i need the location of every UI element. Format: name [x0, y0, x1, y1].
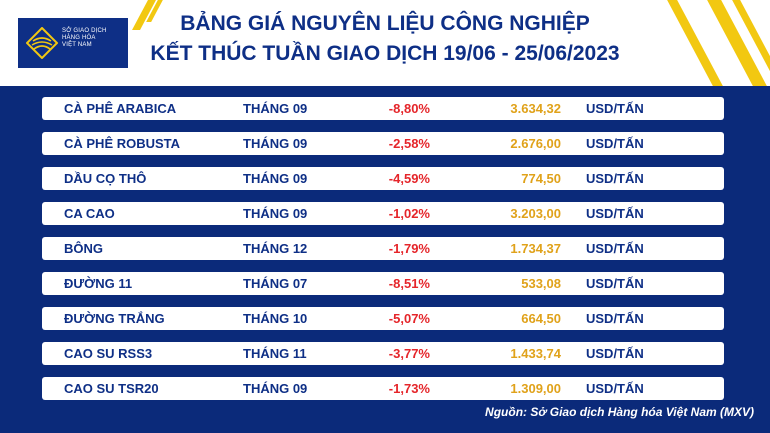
price-value: 3.634,32	[510, 101, 561, 116]
price-change: -1,02%	[388, 206, 430, 221]
contract-month: THÁNG 09	[243, 136, 308, 151]
source-note: Nguồn: Sở Giao dịch Hàng hóa Việt Nam (M…	[485, 405, 754, 419]
table-row: ĐƯỜNG TRẮNG THÁNG 10 -5,07% 664,50 USD/T…	[42, 307, 724, 330]
table-row: CÀ PHÊ ROBUSTA THÁNG 09 -2,58% 2.676,00 …	[42, 132, 724, 155]
logo-line-3: VIỆT NAM	[62, 42, 92, 48]
price-unit: USD/TẤN	[586, 346, 644, 361]
price-change: -8,51%	[388, 276, 430, 291]
contract-month: THÁNG 09	[243, 171, 308, 186]
price-value: 1.734,37	[510, 241, 561, 256]
table-row: ĐƯỜNG 11 THÁNG 07 -8,51% 533,08 USD/TẤN	[42, 272, 724, 295]
commodity-name: BÔNG	[64, 241, 103, 256]
contract-month: THÁNG 10	[243, 311, 308, 326]
price-value: 1.433,74	[510, 346, 561, 361]
table-row: CAO SU RSS3 THÁNG 11 -3,77% 1.433,74 USD…	[42, 342, 724, 365]
logo-mark-icon	[26, 27, 58, 59]
contract-month: THÁNG 09	[243, 206, 308, 221]
table-row: BÔNG THÁNG 12 -1,79% 1.734,37 USD/TẤN	[42, 237, 724, 260]
price-value: 3.203,00	[510, 206, 561, 221]
table-row: CÀ PHÊ ARABICA THÁNG 09 -8,80% 3.634,32 …	[42, 97, 724, 120]
commodity-name: ĐƯỜNG TRẮNG	[64, 311, 165, 326]
contract-month: THÁNG 09	[243, 381, 308, 396]
price-value: 533,08	[521, 276, 561, 291]
price-unit: USD/TẤN	[586, 136, 644, 151]
logo: SỞ GIAO DỊCH HÀNG HÓA VIỆT NAM	[18, 18, 128, 68]
contract-month: THÁNG 07	[243, 276, 308, 291]
logo-line-1: SỞ GIAO DỊCH	[62, 28, 107, 34]
commodity-name: CAO SU TSR20	[64, 381, 159, 396]
price-unit: USD/TẤN	[586, 311, 644, 326]
contract-month: THÁNG 11	[243, 346, 307, 361]
price-value: 774,50	[521, 171, 561, 186]
header-banner: SỞ GIAO DỊCH HÀNG HÓA VIỆT NAM BẢNG GIÁ …	[0, 0, 770, 86]
title-line-1: BẢNG GIÁ NGUYÊN LIỆU CÔNG NGHIỆP	[180, 12, 590, 35]
commodity-name: CAO SU RSS3	[64, 346, 153, 361]
price-unit: USD/TẤN	[586, 276, 644, 291]
price-value: 664,50	[521, 311, 561, 326]
commodity-name: ĐƯỜNG 11	[64, 276, 133, 291]
contract-month: THÁNG 09	[243, 101, 308, 116]
page-title: BẢNG GIÁ NGUYÊN LIỆU CÔNG NGHIỆP KẾT THÚ…	[150, 9, 620, 69]
price-value: 2.676,00	[510, 136, 561, 151]
price-unit: USD/TẤN	[586, 101, 644, 116]
table-row: DẦU CỌ THÔ THÁNG 09 -4,59% 774,50 USD/TẤ…	[42, 167, 724, 190]
commodity-name: CA CAO	[64, 206, 115, 221]
price-change: -1,79%	[388, 241, 430, 256]
price-value: 1.309,00	[510, 381, 561, 396]
price-unit: USD/TẤN	[586, 241, 644, 256]
title-line-2: KẾT THÚC TUẦN GIAO DỊCH 19/06 - 25/06/20…	[150, 42, 620, 65]
contract-month: THÁNG 12	[243, 241, 308, 256]
price-change: -8,80%	[388, 101, 430, 116]
price-change: -4,59%	[388, 171, 430, 186]
commodity-name: CÀ PHÊ ARABICA	[64, 101, 177, 116]
price-change: -2,58%	[388, 136, 430, 151]
price-unit: USD/TẤN	[586, 171, 644, 186]
commodity-name: DẦU CỌ THÔ	[64, 171, 147, 186]
table-row: CAO SU TSR20 THÁNG 09 -1,73% 1.309,00 US…	[42, 377, 724, 400]
price-unit: USD/TẤN	[586, 206, 644, 221]
logo-line-2: HÀNG HÓA	[62, 35, 96, 41]
logo-text: SỞ GIAO DỊCH HÀNG HÓA VIỆT NAM	[62, 28, 124, 49]
price-change: -5,07%	[388, 311, 430, 326]
table-row: CA CAO THÁNG 09 -1,02% 3.203,00 USD/TẤN	[42, 202, 724, 225]
price-change: -1,73%	[388, 381, 430, 396]
price-unit: USD/TẤN	[586, 381, 644, 396]
commodity-name: CÀ PHÊ ROBUSTA	[64, 136, 181, 151]
price-change: -3,77%	[388, 346, 430, 361]
